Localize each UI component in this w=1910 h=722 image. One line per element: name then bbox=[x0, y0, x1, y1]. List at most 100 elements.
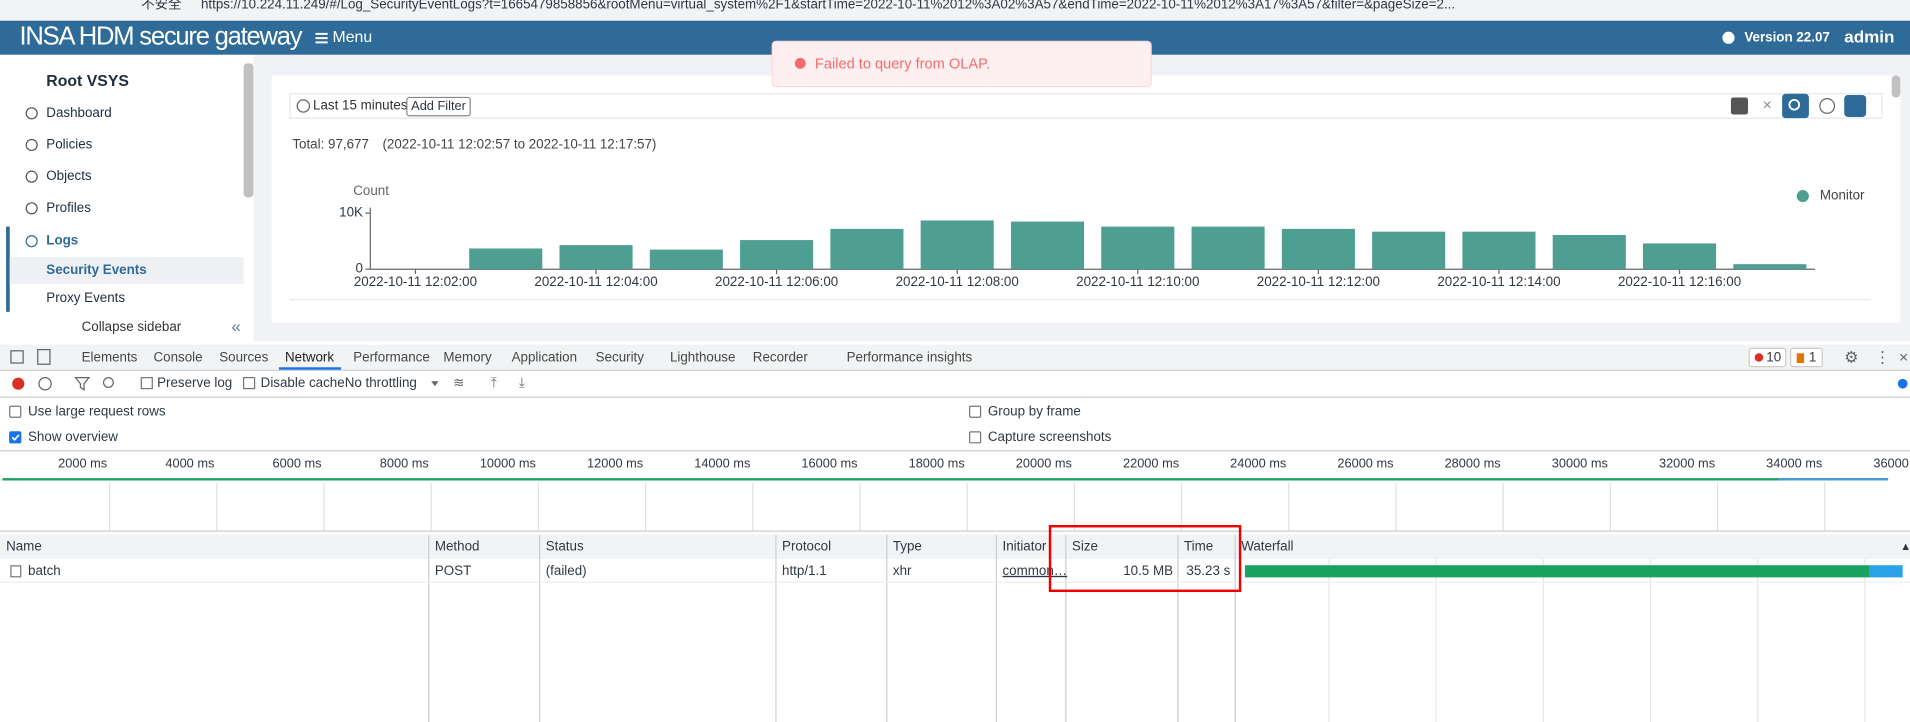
devtools-tab[interactable]: Lighthouse bbox=[670, 350, 735, 365]
column-header[interactable]: Time bbox=[1184, 538, 1213, 553]
preserve-log-checkbox[interactable] bbox=[141, 378, 152, 389]
collapse-sidebar[interactable]: Collapse sidebar bbox=[82, 319, 182, 334]
y-tick-label: 10K bbox=[339, 205, 363, 220]
option-checkbox[interactable] bbox=[10, 432, 21, 443]
overview-tick-label: 10000 ms bbox=[480, 455, 536, 470]
search-button[interactable] bbox=[1782, 94, 1809, 118]
devtools-tab[interactable]: Performance bbox=[353, 350, 430, 365]
option-label[interactable]: Group by frame bbox=[988, 403, 1081, 418]
close-icon[interactable]: × bbox=[1899, 349, 1908, 366]
devtools-tab[interactable]: Memory bbox=[443, 350, 492, 365]
option-checkbox[interactable] bbox=[970, 432, 981, 443]
devtools-tab[interactable]: Network bbox=[285, 350, 334, 365]
import-icon[interactable]: ⤒ bbox=[491, 375, 497, 390]
legend-label: Monitor bbox=[1820, 188, 1865, 203]
bar bbox=[1643, 243, 1716, 269]
export-har-icon[interactable]: ⤓ bbox=[519, 375, 525, 390]
column-header[interactable]: Name bbox=[6, 538, 42, 553]
brand: INSA HDM secure gateway bbox=[19, 23, 302, 51]
option-label[interactable]: Use large request rows bbox=[28, 403, 166, 418]
devtools-tab[interactable]: Application bbox=[512, 350, 577, 365]
nav-item[interactable]: Logs bbox=[46, 233, 78, 248]
sidebar bbox=[0, 55, 253, 341]
option-checkbox[interactable] bbox=[10, 406, 21, 417]
user[interactable]: admin bbox=[1844, 27, 1894, 46]
overview-tick-label: 32000 ms bbox=[1659, 455, 1715, 470]
network-settings[interactable] bbox=[1898, 379, 1908, 389]
devtools-tab[interactable]: Security bbox=[596, 350, 645, 365]
column-header[interactable]: Initiator bbox=[1003, 538, 1047, 553]
x-tick-label: 2022-10-11 12:12:00 bbox=[1257, 274, 1380, 289]
root-vsys[interactable]: Root VSYS bbox=[46, 73, 129, 90]
export-button[interactable] bbox=[1844, 95, 1866, 117]
bar bbox=[1011, 222, 1084, 270]
add-filter[interactable]: Add Filter bbox=[411, 98, 466, 113]
x-tick-label: 2022-10-11 12:14:00 bbox=[1437, 274, 1560, 289]
throttling[interactable]: No throttling bbox=[345, 375, 417, 390]
overview-tick-label: 24000 ms bbox=[1230, 455, 1286, 470]
column-header[interactable]: Type bbox=[893, 538, 922, 553]
cell: 35.23 s bbox=[1186, 563, 1230, 578]
wifi-icon[interactable]: ≋ bbox=[453, 375, 464, 390]
devtools-tab[interactable]: Elements bbox=[82, 350, 138, 365]
collapse-icon[interactable]: « bbox=[231, 317, 240, 336]
x-tick-label: 2022-10-11 12:04:00 bbox=[534, 274, 657, 289]
bar bbox=[1733, 264, 1806, 269]
devtools-tab[interactable]: Console bbox=[153, 350, 202, 365]
column-header[interactable]: Status bbox=[546, 538, 584, 553]
disable-cache[interactable]: Disable cache bbox=[261, 375, 345, 390]
menu-icon[interactable] bbox=[315, 33, 327, 43]
preserve-log[interactable]: Preserve log bbox=[157, 375, 232, 390]
time-range[interactable]: Last 15 minutes bbox=[313, 98, 408, 113]
option-label[interactable]: Show overview bbox=[28, 429, 118, 444]
nav-item[interactable]: Objects bbox=[46, 168, 92, 183]
clear-icon[interactable]: × bbox=[1763, 97, 1772, 114]
sidebar-scrollbar bbox=[244, 63, 254, 197]
overview-tick-label: 30000 ms bbox=[1552, 455, 1608, 470]
column-header[interactable]: Protocol bbox=[782, 538, 831, 553]
warning-count: 1 bbox=[1809, 350, 1816, 365]
bar bbox=[1282, 229, 1355, 269]
warning-icon bbox=[1797, 353, 1804, 363]
bar bbox=[1192, 227, 1265, 270]
address[interactable]: https://10.224.11.249/#/Log_SecurityEven… bbox=[201, 0, 1455, 11]
overview-tick-label: 20000 ms bbox=[1016, 455, 1072, 470]
error-count: 10 bbox=[1766, 350, 1781, 365]
overview-tick-label: 14000 ms bbox=[694, 455, 750, 470]
cell[interactable]: common… bbox=[1003, 563, 1068, 578]
more-icon[interactable]: ⋮ bbox=[1875, 349, 1891, 366]
error-icon bbox=[1755, 353, 1764, 362]
legend-swatch bbox=[1797, 190, 1809, 202]
menu[interactable]: Menu bbox=[333, 29, 373, 46]
settings-icon[interactable]: ⚙ bbox=[1844, 349, 1858, 366]
option-checkbox[interactable] bbox=[970, 406, 981, 417]
column-header[interactable]: Size bbox=[1072, 538, 1098, 553]
devtools-tab[interactable]: Performance insights bbox=[847, 350, 973, 365]
devtools-tab[interactable]: Recorder bbox=[753, 350, 809, 365]
overview-tick-label: 2000 ms bbox=[58, 455, 107, 470]
option-label[interactable]: Capture screenshots bbox=[988, 429, 1112, 444]
overview-tick-label: 22000 ms bbox=[1123, 455, 1179, 470]
sort-arrow: ▲ bbox=[1900, 541, 1910, 553]
column-header[interactable]: Method bbox=[435, 538, 480, 553]
cell: 10.5 MB bbox=[1123, 563, 1173, 578]
overview-tick-label: 12000 ms bbox=[587, 455, 643, 470]
toast-icon bbox=[795, 58, 806, 69]
nav-subitem[interactable]: Proxy Events bbox=[46, 290, 125, 305]
warning-badge[interactable] bbox=[1791, 348, 1823, 366]
cell[interactable]: batch bbox=[28, 563, 61, 578]
filter-icon[interactable] bbox=[1731, 97, 1748, 114]
cell: POST bbox=[435, 563, 471, 578]
column-header[interactable]: Waterfall bbox=[1241, 538, 1293, 553]
overview-tick-label: 18000 ms bbox=[909, 455, 965, 470]
disable-cache-checkbox[interactable] bbox=[244, 378, 255, 389]
nav-item[interactable]: Policies bbox=[46, 136, 92, 151]
devtools-tab[interactable]: Sources bbox=[219, 350, 268, 365]
nav-item[interactable]: Profiles bbox=[46, 200, 91, 215]
nav-item[interactable]: Dashboard bbox=[46, 105, 111, 120]
record-icon[interactable] bbox=[12, 378, 24, 390]
bar bbox=[1553, 235, 1626, 269]
bar bbox=[1462, 232, 1535, 270]
nav-subitem[interactable]: Security Events bbox=[46, 262, 146, 277]
